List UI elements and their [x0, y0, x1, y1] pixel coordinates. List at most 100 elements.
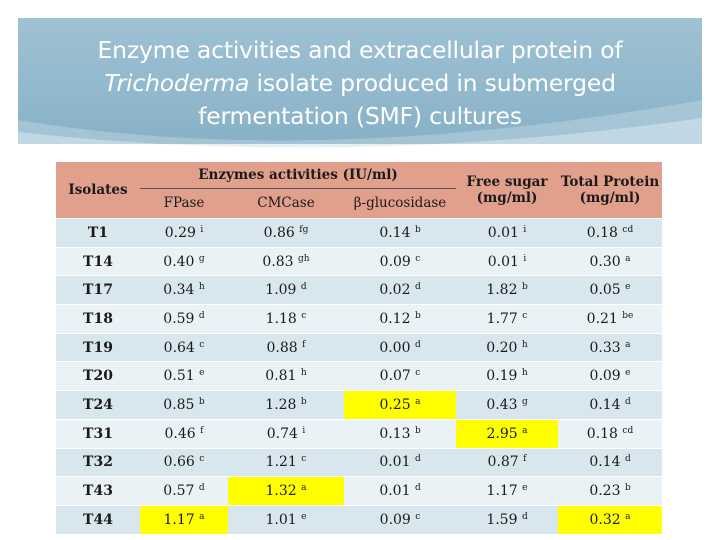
- cell-bg: 0.02 d: [344, 275, 457, 305]
- cell-value: 0.74: [266, 425, 298, 442]
- cell-cmcase: 0.74 i: [228, 418, 344, 448]
- decorative-swoosh: [18, 100, 702, 148]
- table-row: T19 0.64 c 0.88 f 0.00 d 0.20 h 0.33 a: [56, 332, 663, 362]
- cell-fpase: 0.51 e: [140, 361, 228, 391]
- cell-value: 0.81: [265, 368, 297, 385]
- table-body: T1 0.29 i 0.86 fg 0.14 b 0.01 i 0.18 cd T14 0.4…: [56, 218, 663, 534]
- cell-value: 0.20: [486, 339, 518, 356]
- cell-significance-letter: b: [414, 425, 421, 436]
- cell-bg: 0.25 a: [344, 390, 457, 420]
- cell-value: 1.09: [265, 282, 297, 299]
- cell-value: 0.13: [379, 425, 411, 442]
- cell-value: 0.12: [379, 310, 411, 327]
- cell-significance-letter: a: [522, 425, 528, 436]
- cell-value: 0.83: [262, 253, 294, 270]
- cell-sugar: 0.01 i: [456, 246, 559, 276]
- cell-value: 0.46: [164, 425, 196, 442]
- cell-value: 0.85: [163, 396, 195, 413]
- cell-value: 0.01: [379, 454, 411, 471]
- cell-significance-letter: h: [521, 368, 528, 379]
- cell-sugar: 0.19 h: [456, 361, 559, 391]
- title-line-2-rest: isolate produced in submerged: [249, 69, 616, 97]
- cell-significance-letter: c: [301, 454, 307, 465]
- cell-fpase: 0.40 g: [140, 246, 228, 276]
- cell-value: 0.40: [163, 253, 195, 270]
- cell-value: 0.02: [379, 282, 411, 299]
- table-row: T17 0.34 h 1.09 d 0.02 d 1.82 b 0.05 e: [56, 275, 663, 305]
- cell-cmcase: 1.32 a: [228, 476, 344, 506]
- cell-value: 0.66: [163, 454, 195, 471]
- cell-significance-letter: a: [625, 511, 631, 522]
- cell-value: 0.86: [263, 224, 295, 241]
- cell-significance-letter: f: [523, 454, 527, 465]
- title-italic-genus: Trichoderma: [104, 69, 250, 97]
- cell-sugar: 1.59 d: [456, 504, 559, 534]
- cell-value: 0.01: [379, 483, 411, 500]
- cell-significance-letter: fg: [299, 224, 309, 235]
- cell-significance-letter: b: [624, 483, 631, 494]
- cell-isolate: T1: [56, 218, 140, 248]
- cell-significance-letter: i: [200, 224, 204, 235]
- cell-significance-letter: d: [414, 483, 421, 494]
- cell-significance-letter: i: [302, 425, 306, 436]
- cell-significance-letter: be: [622, 310, 634, 321]
- cell-sugar: 0.87 f: [456, 447, 559, 477]
- cell-fpase: 0.29 i: [140, 218, 228, 248]
- cell-sugar: 2.95 a: [456, 418, 559, 448]
- cell-significance-letter: cd: [622, 425, 634, 436]
- cell-isolate: T18: [56, 304, 140, 334]
- cell-significance-letter: d: [414, 282, 421, 293]
- cell-fpase: 1.17 a: [140, 504, 228, 534]
- cell-bg: 0.13 b: [344, 418, 457, 448]
- cell-bg: 0.09 c: [344, 504, 457, 534]
- enzyme-data-table: Isolates Enzymes activities (IU/ml) Free…: [56, 162, 663, 534]
- cell-significance-letter: c: [415, 253, 421, 264]
- cell-significance-letter: b: [198, 396, 205, 407]
- cell-fpase: 0.64 c: [140, 332, 228, 362]
- cell-value: 0.18: [586, 425, 618, 442]
- cell-significance-letter: a: [301, 483, 307, 494]
- header-isolates: Isolates: [56, 162, 140, 219]
- cell-cmcase: 0.86 fg: [228, 218, 344, 248]
- cell-bg: 0.07 c: [344, 361, 457, 391]
- cell-significance-letter: a: [415, 396, 421, 407]
- cell-value: 0.00: [379, 339, 411, 356]
- cell-significance-letter: e: [625, 282, 631, 293]
- cell-isolate: T17: [56, 275, 140, 305]
- header-fpase: FPase: [140, 188, 228, 219]
- cell-value: 0.21: [586, 310, 618, 327]
- cell-isolate: T43: [56, 476, 140, 506]
- cell-value: 1.82: [486, 282, 518, 299]
- table-row: T20 0.51 e 0.81 h 0.07 c 0.19 h 0.09 e: [56, 361, 663, 391]
- cell-bg: 0.00 d: [344, 332, 457, 362]
- cell-significance-letter: d: [414, 454, 421, 465]
- cell-significance-letter: g: [198, 253, 205, 264]
- header-free-sugar-line1: Free sugar: [466, 174, 548, 190]
- cell-cmcase: 1.18 c: [228, 304, 344, 334]
- cell-bg: 0.01 d: [344, 476, 457, 506]
- cell-protein: 0.09 e: [558, 361, 663, 391]
- cell-isolate: T32: [56, 447, 140, 477]
- cell-significance-letter: d: [414, 339, 421, 350]
- cell-value: 0.07: [379, 368, 411, 385]
- cell-cmcase: 1.28 b: [228, 390, 344, 420]
- cell-protein: 0.32 a: [558, 504, 663, 534]
- table-row: T32 0.66 c 1.21 c 0.01 d 0.87 f 0.14 d: [56, 447, 663, 477]
- table-row: T44 1.17 a 1.01 e 0.09 c 1.59 d 0.32 a: [56, 504, 663, 534]
- cell-protein: 0.14 d: [558, 390, 663, 420]
- cell-bg: 0.09 c: [344, 246, 457, 276]
- header-cmcase: CMCase: [228, 188, 344, 219]
- cell-cmcase: 1.21 c: [228, 447, 344, 477]
- cell-significance-letter: d: [521, 511, 528, 522]
- cell-isolate: T19: [56, 332, 140, 362]
- cell-significance-letter: b: [414, 310, 421, 321]
- cell-significance-letter: d: [198, 310, 205, 321]
- cell-sugar: 0.01 i: [456, 218, 559, 248]
- cell-value: 0.88: [266, 339, 298, 356]
- header-free-sugar: Free sugar (mg/ml): [456, 162, 559, 219]
- header-total-protein-line1: Total Protein: [560, 174, 660, 190]
- cell-fpase: 0.66 c: [140, 447, 228, 477]
- cell-fpase: 0.57 d: [140, 476, 228, 506]
- cell-significance-letter: e: [522, 483, 528, 494]
- cell-value: 0.19: [486, 368, 518, 385]
